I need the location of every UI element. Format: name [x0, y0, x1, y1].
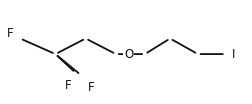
Text: F: F: [7, 27, 13, 40]
Text: I: I: [231, 48, 235, 61]
Text: F: F: [87, 81, 94, 94]
Text: F: F: [65, 79, 71, 92]
Text: O: O: [124, 48, 133, 61]
